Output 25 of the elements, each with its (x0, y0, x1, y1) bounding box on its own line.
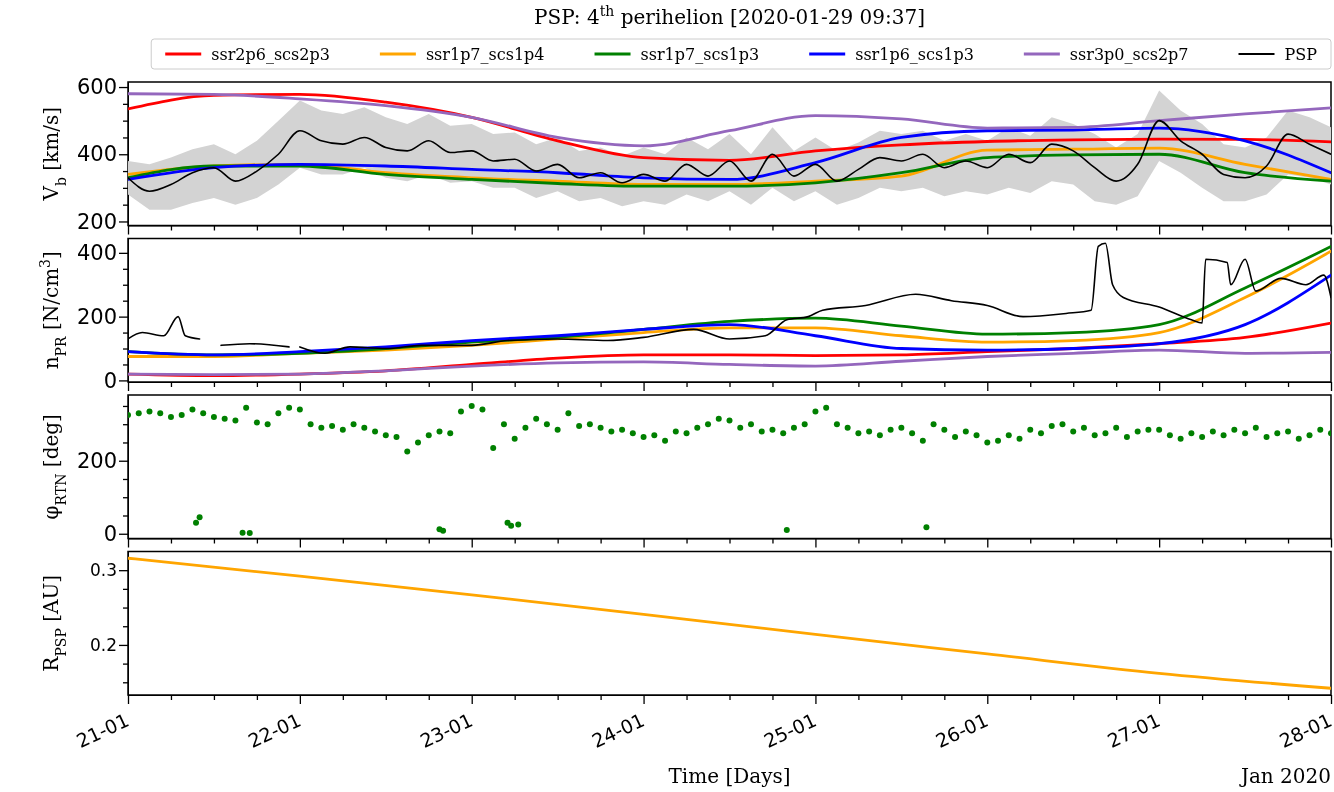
y-tick-label: 0 (103, 521, 117, 546)
legend-label: ssr1p6_scs1p3 (855, 45, 974, 64)
y-tick-label: 600 (76, 75, 117, 100)
line-series (128, 92, 1331, 148)
line-series (128, 152, 1331, 188)
line-series (128, 273, 1331, 357)
y-tick-label: 0 (103, 368, 117, 393)
y-tick-label: 400 (76, 142, 117, 167)
line-series (128, 348, 1331, 377)
legend-label: ssr1p7_scs1p4 (425, 45, 545, 64)
line-series (128, 126, 1331, 181)
y-tick-label: 0.2 (89, 634, 117, 655)
y-tick-label: 400 (76, 241, 117, 266)
legend-label: ssr3p0_scs2p7 (1069, 45, 1189, 64)
chart-title: PSP: 4$^{th}$ perihelion [2020-01-29 09:37] (533, 3, 926, 29)
y-tick-label: 200 (76, 209, 117, 234)
text: Jan 2020 (1238, 764, 1331, 788)
legend-label: ssr2p6_scs2p3 (211, 45, 330, 64)
x-axis-title: Time [Days] (668, 764, 791, 788)
y-tick-label: 0.3 (89, 560, 117, 581)
y-tick-label: 200 (76, 448, 117, 473)
y-tick-label: 200 (76, 304, 117, 329)
legend-label: ssr1p7_scs1p3 (640, 45, 760, 64)
legend-label: PSP (1284, 45, 1318, 64)
line-series (128, 556, 1331, 690)
